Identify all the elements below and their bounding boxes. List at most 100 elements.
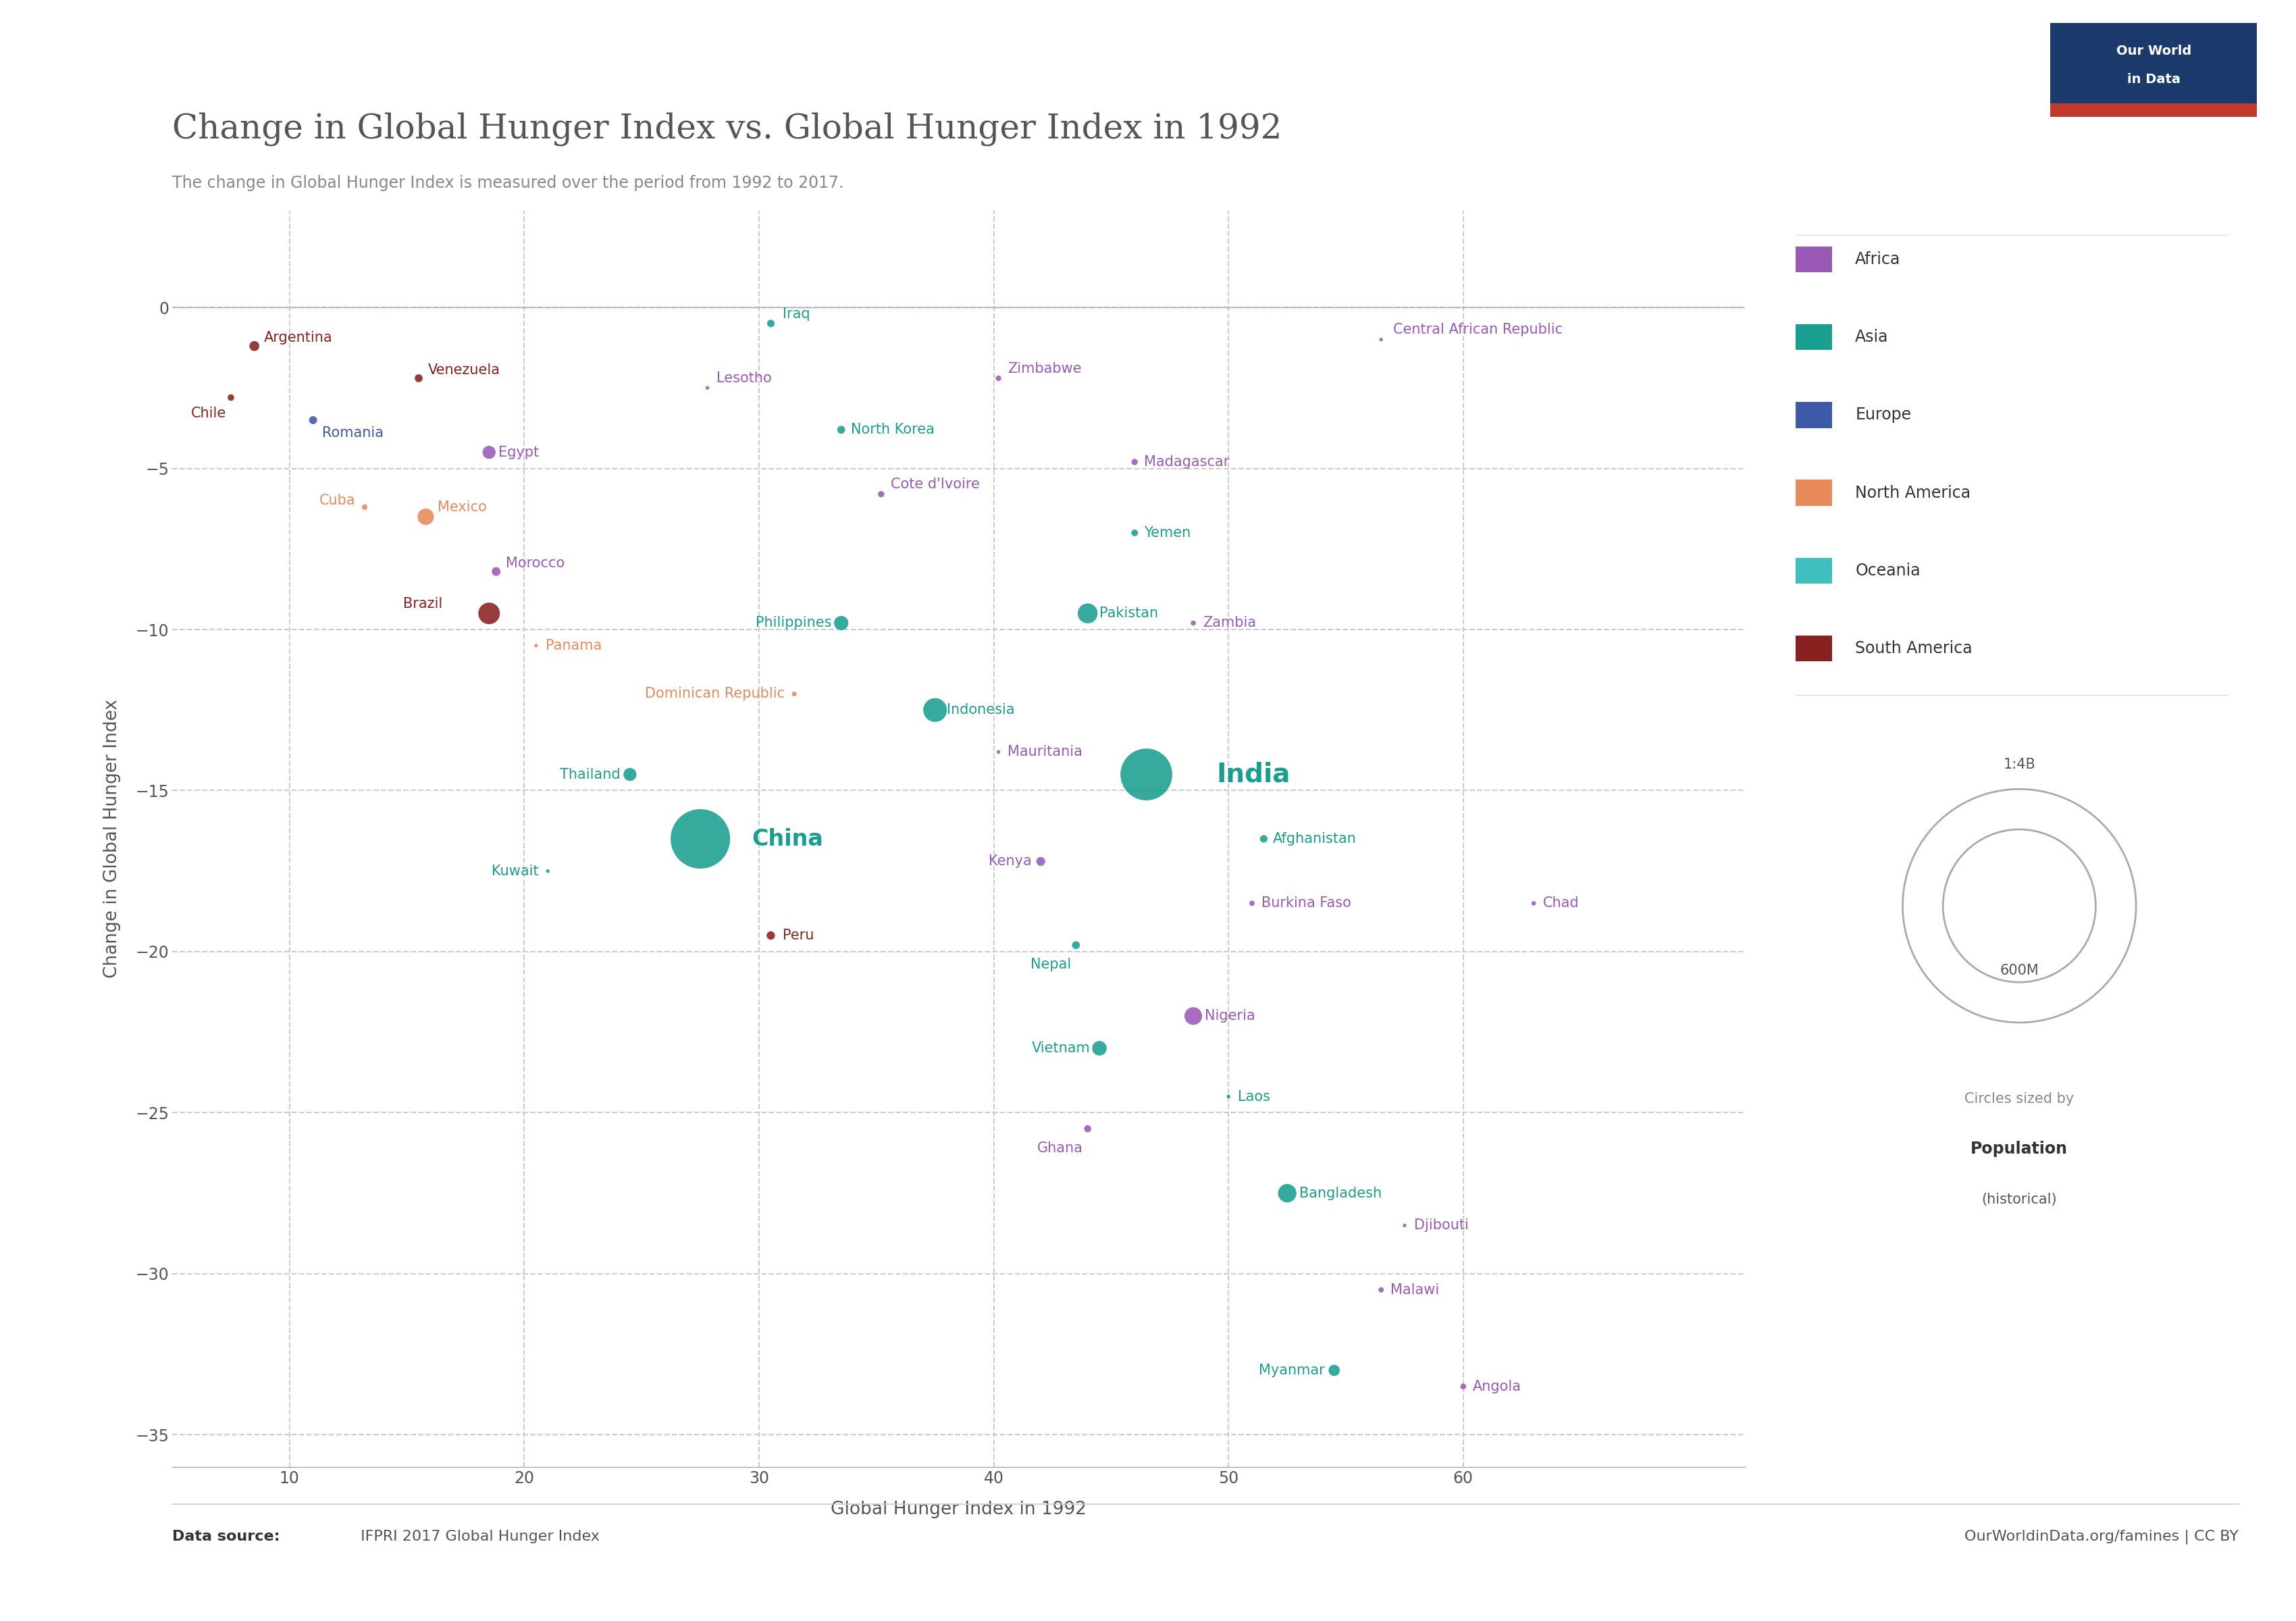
Text: South America: South America — [1855, 640, 1972, 657]
Point — [517, 632, 553, 658]
Text: Bangladesh: Bangladesh — [1300, 1187, 1382, 1200]
Point — [753, 311, 790, 337]
Text: Brazil: Brazil — [402, 597, 443, 611]
Text: Iraq: Iraq — [783, 306, 810, 321]
Text: IFPRI 2017 Global Hunger Index: IFPRI 2017 Global Hunger Index — [356, 1530, 599, 1543]
Point — [400, 365, 436, 391]
Text: Ghana: Ghana — [1038, 1141, 1084, 1154]
Point — [980, 739, 1017, 765]
Text: Myanmar: Myanmar — [1258, 1363, 1325, 1378]
Text: Mauritania: Mauritania — [1008, 746, 1084, 759]
Point — [1210, 1083, 1247, 1109]
Text: Morocco: Morocco — [505, 556, 565, 571]
Text: Oceania: Oceania — [1855, 562, 1919, 579]
Text: Asia: Asia — [1855, 329, 1890, 345]
Point — [1081, 1036, 1118, 1062]
Point — [406, 504, 443, 530]
Point — [471, 600, 507, 626]
Text: Nepal: Nepal — [1031, 958, 1072, 971]
Point — [611, 762, 647, 788]
Text: Malawi: Malawi — [1391, 1284, 1440, 1297]
Point — [1070, 600, 1107, 626]
Point — [1176, 609, 1212, 635]
Point — [682, 825, 719, 853]
Text: Venezuela: Venezuela — [427, 363, 501, 378]
Point — [294, 407, 331, 433]
Text: Philippines: Philippines — [755, 616, 831, 631]
Text: Our World: Our World — [2117, 44, 2190, 57]
Text: Chile: Chile — [191, 407, 227, 420]
Text: Kenya: Kenya — [987, 854, 1031, 869]
Point — [1444, 1373, 1481, 1399]
FancyBboxPatch shape — [2050, 104, 2257, 117]
Text: Mexico: Mexico — [439, 501, 487, 514]
Text: Thailand: Thailand — [560, 768, 620, 781]
Text: Laos: Laos — [1238, 1089, 1270, 1104]
Text: Circles sized by: Circles sized by — [1965, 1093, 2073, 1106]
Point — [347, 494, 383, 520]
Text: Cuba: Cuba — [319, 494, 356, 507]
Point — [214, 384, 250, 410]
Text: Zimbabwe: Zimbabwe — [1008, 361, 1081, 376]
Text: in Data: in Data — [2126, 73, 2181, 86]
Text: Romania: Romania — [321, 426, 383, 439]
Point — [1515, 890, 1552, 916]
Text: Indonesia: Indonesia — [946, 704, 1015, 716]
Text: Madagascar: Madagascar — [1143, 456, 1228, 468]
Point — [776, 681, 813, 707]
Point — [863, 481, 900, 507]
Point — [1116, 520, 1153, 546]
Point — [822, 417, 859, 443]
Text: OurWorldinData.org/famines | CC BY: OurWorldinData.org/famines | CC BY — [1965, 1530, 2239, 1543]
Point — [689, 374, 726, 400]
Text: Population: Population — [1970, 1141, 2069, 1157]
Point — [1364, 1277, 1401, 1303]
Text: China: China — [753, 828, 824, 849]
Text: North America: North America — [1855, 485, 1970, 501]
Text: Central African Republic: Central African Republic — [1394, 323, 1564, 337]
Point — [1116, 449, 1153, 475]
Point — [1127, 762, 1164, 788]
Text: Cote d'Ivoire: Cote d'Ivoire — [891, 478, 980, 491]
Point — [1070, 1115, 1107, 1141]
Text: Panama: Panama — [546, 639, 602, 652]
Text: Kuwait: Kuwait — [491, 864, 537, 879]
Text: 1:4B: 1:4B — [2002, 759, 2037, 772]
Text: Zambia: Zambia — [1203, 616, 1256, 631]
Y-axis label: Change in Global Hunger Index: Change in Global Hunger Index — [103, 699, 122, 979]
Text: Afghanistan: Afghanistan — [1272, 832, 1357, 846]
Text: Dominican Republic: Dominican Republic — [645, 687, 785, 700]
Text: Vietnam: Vietnam — [1031, 1041, 1091, 1055]
Point — [753, 922, 790, 948]
Point — [236, 332, 273, 358]
Text: North Korea: North Korea — [850, 423, 934, 436]
Point — [916, 697, 953, 723]
Point — [1022, 848, 1058, 874]
Text: Burkina Faso: Burkina Faso — [1261, 896, 1350, 909]
Text: Data source:: Data source: — [172, 1530, 280, 1543]
Text: Peru: Peru — [783, 929, 813, 942]
Point — [980, 365, 1017, 391]
Point — [1270, 1180, 1306, 1206]
Point — [1244, 825, 1281, 853]
Text: Pakistan: Pakistan — [1100, 606, 1157, 621]
Text: Nigeria: Nigeria — [1205, 1010, 1256, 1023]
Text: Lesotho: Lesotho — [716, 371, 771, 384]
Text: Chad: Chad — [1543, 896, 1580, 909]
Text: Egypt: Egypt — [498, 446, 540, 459]
Text: India: India — [1217, 762, 1290, 788]
Point — [478, 559, 514, 585]
Text: Europe: Europe — [1855, 407, 1910, 423]
Text: (historical): (historical) — [1981, 1193, 2057, 1206]
Text: Change in Global Hunger Index vs. Global Hunger Index in 1992: Change in Global Hunger Index vs. Global… — [172, 112, 1281, 146]
Point — [1364, 326, 1401, 352]
Text: 600M: 600M — [2000, 964, 2039, 977]
Point — [822, 609, 859, 635]
Text: Yemen: Yemen — [1143, 527, 1192, 540]
FancyBboxPatch shape — [2050, 23, 2257, 117]
Text: Africa: Africa — [1855, 251, 1901, 267]
Point — [1176, 1003, 1212, 1029]
Text: The change in Global Hunger Index is measured over the period from 1992 to 2017.: The change in Global Hunger Index is mea… — [172, 175, 843, 191]
Text: Angola: Angola — [1472, 1379, 1522, 1392]
Point — [1233, 890, 1270, 916]
